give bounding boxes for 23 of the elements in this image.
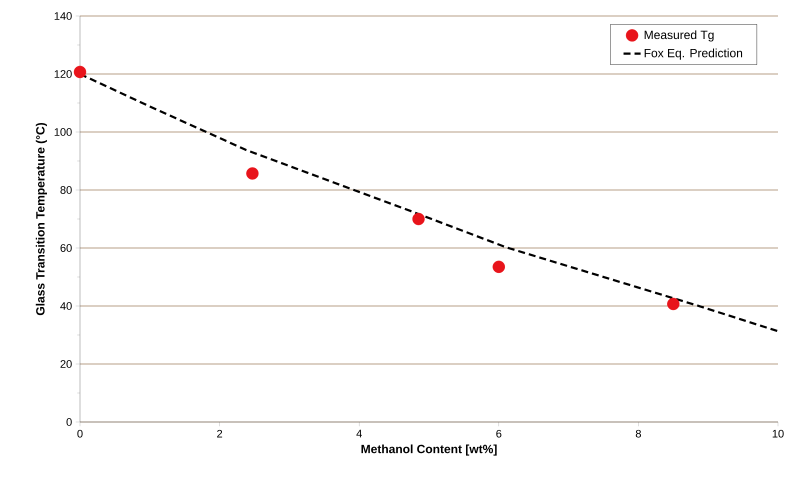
y-tick-label: 60 — [60, 244, 72, 252]
x-tick-label: 8 — [636, 430, 641, 438]
y-tick-label: 80 — [60, 186, 72, 194]
x-tick-label: 6 — [496, 430, 502, 438]
y-tick-label: 120 — [54, 70, 72, 78]
point — [492, 260, 506, 274]
x-axis-title: Methanol Content [wt%] — [361, 444, 497, 456]
y-tick-label: 100 — [54, 128, 72, 136]
point — [246, 167, 259, 180]
legend-label: Measured Tg — [644, 30, 714, 42]
y-axis-title: Glass Transition Temperature (°C) — [36, 122, 47, 316]
legend-label: Fox Eq. Prediction — [644, 48, 742, 60]
point — [667, 298, 680, 310]
x-tick-label: 4 — [356, 430, 362, 438]
x-tick-label: 0 — [77, 430, 83, 438]
point — [412, 212, 425, 226]
x-tick-label: 10 — [772, 430, 784, 438]
y-tick-label: 140 — [54, 12, 72, 20]
y-tick-label: 40 — [60, 302, 72, 310]
y-tick-label: 20 — [60, 360, 72, 368]
x-tick-label: 2 — [217, 430, 222, 438]
point — [74, 66, 86, 78]
y-tick-label: 0 — [66, 418, 72, 426]
